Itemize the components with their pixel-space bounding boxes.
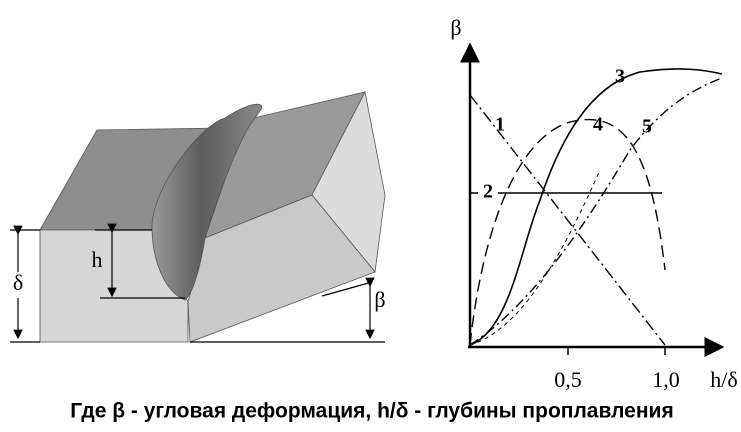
curve-label: 3 [615, 66, 625, 88]
caption: Где β - угловая деформация, h/δ - глубин… [70, 400, 673, 423]
delta-label: δ [13, 270, 23, 295]
y-axis-label: β [450, 15, 461, 40]
x-tick-label: 0,5 [554, 367, 582, 392]
curve-label: 4 [593, 114, 603, 136]
curve-label: 2 [483, 181, 493, 203]
curve-label: 1 [495, 114, 505, 136]
welded-block [40, 92, 385, 342]
figure: h δ β β h/δ 0,5 1,0 1 2 3 4 5 Где β - уг… [0, 0, 741, 432]
beta-label: β [374, 287, 385, 312]
h-label: h [92, 247, 103, 272]
x-axis-label: h/δ [710, 367, 737, 392]
graph [468, 45, 722, 355]
curve-label: 5 [642, 116, 652, 138]
x-tick-label: 1,0 [652, 367, 680, 392]
